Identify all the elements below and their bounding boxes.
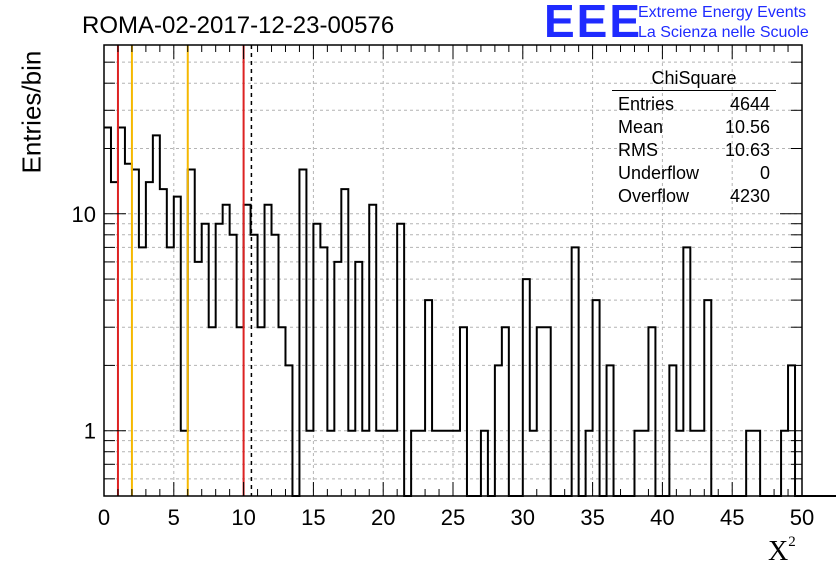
stats-row-underflow: Underflow 0	[612, 162, 776, 185]
y-tick-labels: 1 10	[72, 202, 96, 444]
x-tick-label: 15	[301, 505, 325, 530]
axes	[103, 44, 803, 497]
brand-line-1: Extreme Energy Events	[638, 4, 807, 21]
x-tick-label: 10	[231, 505, 255, 530]
stats-value: 4230	[729, 186, 770, 206]
brand-logo: EEE Extreme Energy Events La Scienza nel…	[544, 0, 834, 47]
eee-logo: EEE	[544, 0, 643, 47]
x-tick-label: 40	[650, 505, 674, 530]
stats-label: Mean	[618, 117, 664, 137]
y-tick-label: 1	[84, 419, 96, 444]
x-tick-label: 45	[720, 505, 744, 530]
stats-label: Overflow	[618, 186, 690, 206]
stats-label: Entries	[618, 94, 675, 114]
y-tick-label: 10	[72, 202, 96, 227]
x-tick-label: 30	[511, 505, 535, 530]
x-tick-label: 20	[371, 505, 395, 530]
stats-label: Underflow	[618, 163, 700, 183]
stats-value: 4644	[729, 94, 770, 114]
stats-row-rms: RMS 10.63	[612, 139, 776, 162]
x-tick-label: 25	[441, 505, 465, 530]
vertical-markers	[116, 45, 253, 496]
stats-value: 10.56	[724, 117, 770, 137]
x-axis-label: X2	[768, 534, 796, 567]
x-tick-label: 50	[790, 505, 814, 530]
stats-value: 10.63	[724, 140, 770, 160]
x-tick-labels: 0 5 10 15 20 25 30 35 40 45 50	[98, 505, 814, 530]
stats-title: ChiSquare	[612, 68, 776, 91]
stats-value: 0	[759, 163, 770, 183]
stats-row-entries: Entries 4644	[612, 93, 776, 116]
x-tick-label: 35	[580, 505, 604, 530]
stats-label: RMS	[618, 140, 658, 160]
y-axis-label: Entries/bin	[16, 50, 47, 174]
x-tick-label: 0	[98, 505, 110, 530]
stats-row-overflow: Overflow 4230	[612, 185, 776, 208]
x-tick-label: 5	[168, 505, 180, 530]
stats-box: ChiSquare Entries 4644 Mean 10.56 RMS 10.63…	[612, 68, 776, 208]
stats-row-mean: Mean 10.56	[612, 116, 776, 139]
brand-line-2: La Scienza nelle Scuole	[638, 24, 809, 41]
chart-title: ROMA-02-2017-12-23-00576	[82, 12, 395, 39]
